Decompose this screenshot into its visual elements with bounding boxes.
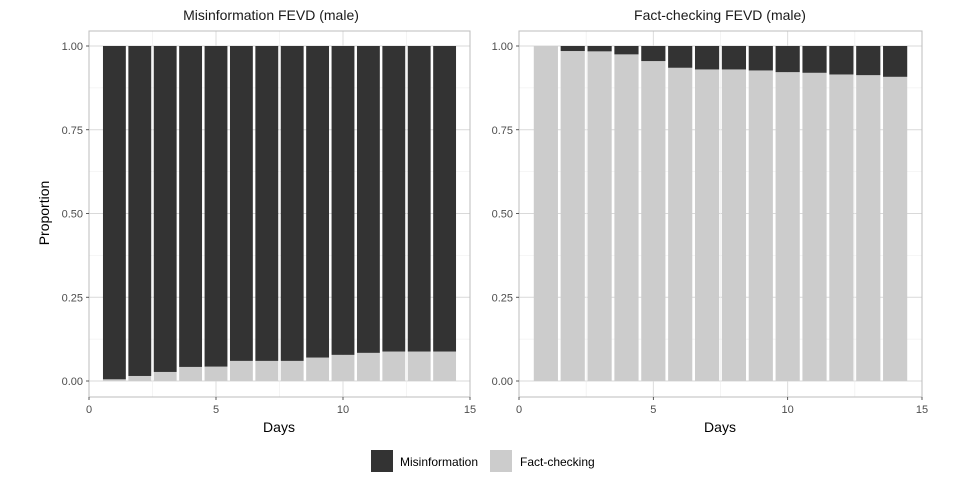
misinformation-panel: Misinformation FEVD (male) 0.000.250.500… bbox=[36, 7, 476, 435]
fact-checking-panel: Fact-checking FEVD (male) 0.000.250.500.… bbox=[492, 7, 929, 435]
bar-segment-fact-checking bbox=[179, 366, 203, 381]
y-tick-label: 0.25 bbox=[62, 292, 83, 304]
y-tick-label: 0.75 bbox=[62, 125, 83, 137]
y-axis-title: Proportion bbox=[36, 181, 52, 246]
x-tick-label: 5 bbox=[650, 404, 656, 416]
bar-segment-fact-checking bbox=[560, 51, 585, 382]
x-axis-title: Days bbox=[704, 419, 736, 435]
bar-segment-misinformation bbox=[856, 46, 881, 76]
bar-segment-misinformation bbox=[775, 46, 800, 73]
bar-segment-misinformation bbox=[306, 46, 330, 358]
bar-segment-fact-checking bbox=[356, 352, 380, 381]
x-tick-label: 0 bbox=[516, 404, 522, 416]
bar-segment-fact-checking bbox=[533, 46, 558, 381]
x-tick-label: 15 bbox=[464, 404, 476, 416]
bar-segment-misinformation bbox=[229, 46, 253, 361]
bar-segment-misinformation bbox=[433, 46, 457, 352]
bar-segment-misinformation bbox=[641, 46, 666, 62]
y-tick-label: 0.50 bbox=[62, 209, 83, 221]
bar-segment-misinformation bbox=[102, 46, 126, 380]
bar-segment-misinformation bbox=[721, 46, 747, 70]
axes: 0.00 0.25 0.50 0.75 1.00 0 5 10 15 bbox=[492, 30, 928, 416]
bar-segment-fact-checking bbox=[856, 75, 881, 382]
bar-segment-fact-checking bbox=[102, 379, 126, 381]
legend: Misinformation Fact-checking bbox=[371, 450, 595, 472]
bars bbox=[102, 46, 457, 381]
legend-label-fact-checking: Fact-checking bbox=[520, 455, 595, 469]
bar-segment-fact-checking bbox=[829, 74, 854, 381]
x-tick-label: 10 bbox=[337, 404, 349, 416]
bars bbox=[533, 46, 908, 382]
bar-segment-misinformation bbox=[802, 46, 827, 73]
x-tick-label: 0 bbox=[86, 404, 92, 416]
legend-label-misinformation: Misinformation bbox=[400, 455, 478, 469]
x-tick-label: 10 bbox=[782, 404, 794, 416]
bar-segment-misinformation bbox=[179, 46, 203, 367]
x-tick-label: 5 bbox=[213, 404, 219, 416]
bar-segment-fact-checking bbox=[331, 354, 355, 381]
bar-segment-fact-checking bbox=[382, 351, 406, 381]
panel-border bbox=[518, 30, 923, 398]
bar-segment-misinformation bbox=[587, 46, 612, 52]
bar-segment-fact-checking bbox=[668, 67, 693, 382]
bar-segment-misinformation bbox=[829, 46, 854, 75]
bar-segment-misinformation bbox=[694, 46, 720, 70]
bar-segment-fact-checking bbox=[407, 351, 431, 381]
bar-segment-misinformation bbox=[614, 46, 639, 55]
bar-segment-misinformation bbox=[883, 46, 908, 77]
y-tick-label: 1.00 bbox=[62, 41, 83, 53]
panel-border bbox=[88, 30, 471, 398]
y-tick-label: 0.75 bbox=[492, 125, 513, 137]
y-tick-label: 0.50 bbox=[492, 209, 513, 221]
bar-segment-misinformation bbox=[128, 46, 152, 376]
panel-title: Fact-checking FEVD (male) bbox=[634, 7, 806, 23]
bar-segment-misinformation bbox=[407, 46, 431, 352]
bar-segment-misinformation bbox=[748, 46, 773, 71]
y-tick-label: 1.00 bbox=[492, 41, 513, 53]
bar-segment-fact-checking bbox=[802, 72, 827, 382]
bar-segment-misinformation bbox=[356, 46, 380, 353]
bar-segment-fact-checking bbox=[255, 360, 279, 381]
legend-swatch-fact-checking bbox=[490, 450, 512, 472]
bar-segment-fact-checking bbox=[280, 360, 304, 381]
bar-segment-fact-checking bbox=[775, 72, 800, 381]
x-axis-title: Days bbox=[263, 419, 295, 435]
bar-segment-fact-checking bbox=[433, 351, 457, 381]
bar-segment-fact-checking bbox=[587, 51, 612, 382]
y-tick-label: 0.00 bbox=[62, 376, 83, 388]
bar-segment-misinformation bbox=[331, 46, 355, 355]
bar-segment-misinformation bbox=[560, 46, 585, 52]
bar-segment-fact-checking bbox=[229, 360, 253, 381]
panel-title: Misinformation FEVD (male) bbox=[183, 7, 359, 23]
bar-segment-fact-checking bbox=[641, 61, 666, 381]
bar-segment-misinformation bbox=[153, 46, 177, 372]
bar-segment-misinformation bbox=[255, 46, 279, 361]
bar-segment-misinformation bbox=[382, 46, 406, 352]
bar-segment-fact-checking bbox=[694, 69, 720, 381]
y-tick-label: 0.00 bbox=[492, 376, 513, 388]
bar-segment-misinformation bbox=[204, 46, 228, 367]
bar-segment-fact-checking bbox=[883, 76, 908, 381]
bar-segment-fact-checking bbox=[721, 69, 747, 381]
bar-segment-fact-checking bbox=[748, 70, 773, 381]
legend-swatch-misinformation bbox=[371, 450, 393, 472]
x-tick-label: 15 bbox=[916, 404, 928, 416]
bar-segment-fact-checking bbox=[614, 54, 639, 381]
bar-segment-fact-checking bbox=[204, 366, 228, 381]
bar-segment-misinformation bbox=[668, 46, 693, 68]
bar-segment-fact-checking bbox=[153, 371, 177, 381]
bar-segment-fact-checking bbox=[306, 357, 330, 381]
y-tick-label: 0.25 bbox=[492, 292, 513, 304]
bar-segment-misinformation bbox=[280, 46, 304, 361]
axes: 0.00 0.25 0.50 0.75 1.00 0 5 10 15 bbox=[62, 30, 476, 416]
bar-segment-fact-checking bbox=[128, 375, 152, 381]
